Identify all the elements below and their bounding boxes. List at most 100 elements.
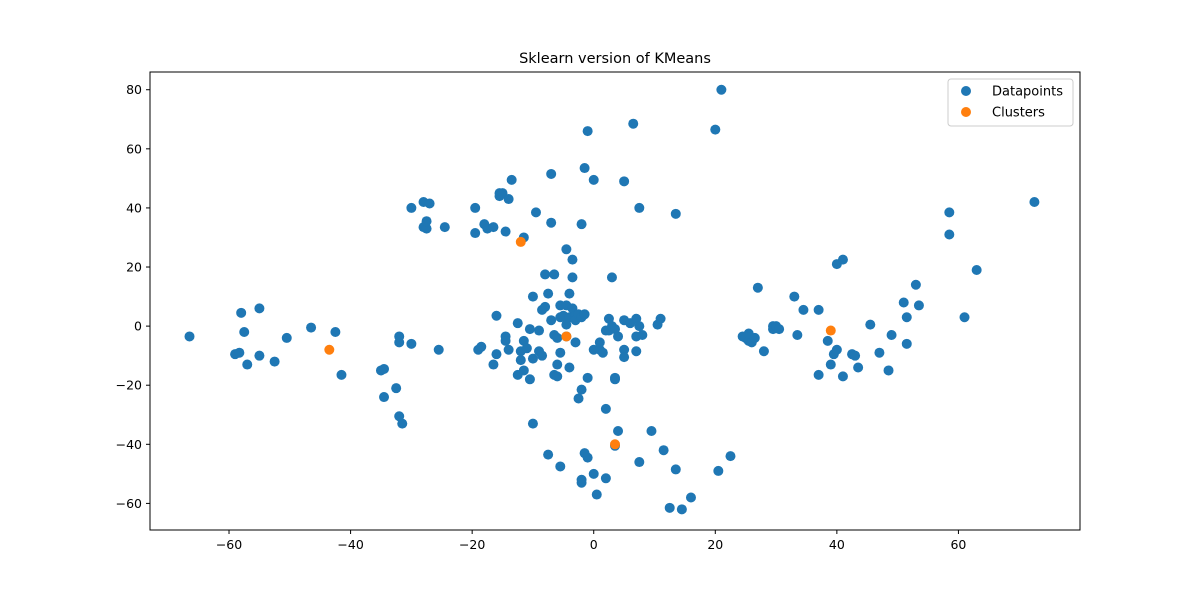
datapoint-marker — [242, 359, 253, 370]
datapoint-marker — [433, 344, 444, 355]
series-clusters — [324, 236, 836, 450]
datapoint-marker — [239, 327, 250, 338]
datapoint-marker — [910, 279, 921, 290]
datapoint-marker — [600, 473, 611, 484]
datapoint-marker — [579, 163, 590, 174]
datapoint-marker — [336, 369, 347, 380]
datapoint-marker — [567, 272, 578, 283]
datapoint-marker — [944, 207, 955, 218]
datapoint-marker — [543, 449, 554, 460]
datapoint-marker — [236, 307, 247, 318]
datapoint-marker — [944, 229, 955, 240]
datapoint-marker — [646, 426, 657, 437]
datapoint-marker — [710, 124, 721, 135]
datapoint-marker — [685, 492, 696, 503]
cluster-center-marker — [561, 331, 572, 342]
datapoint-marker — [959, 312, 970, 323]
datapoint-marker — [549, 269, 560, 280]
datapoint-marker — [883, 365, 894, 376]
datapoint-marker — [254, 350, 265, 361]
y-tick-label: 20 — [126, 260, 142, 275]
datapoint-marker — [619, 344, 630, 355]
datapoint-marker — [631, 346, 642, 357]
y-tick-label: 0 — [134, 319, 142, 334]
datapoint-marker — [552, 371, 563, 382]
datapoint-marker — [613, 426, 624, 437]
datapoint-marker — [658, 445, 669, 456]
datapoint-marker — [637, 329, 648, 340]
datapoint-marker — [518, 365, 529, 376]
datapoint-marker — [421, 216, 432, 227]
datapoint-marker — [716, 84, 727, 95]
datapoint-marker — [524, 324, 535, 335]
datapoint-marker — [491, 310, 502, 321]
datapoint-marker — [546, 315, 557, 326]
datapoint-marker — [628, 118, 639, 129]
legend-marker-datapoints — [961, 86, 971, 96]
datapoint-marker — [837, 371, 848, 382]
datapoint-marker — [394, 331, 405, 342]
datapoint-marker — [488, 222, 499, 233]
datapoint-marker — [424, 198, 435, 209]
datapoint-marker — [576, 384, 587, 395]
datapoint-marker — [527, 418, 538, 429]
datapoint-marker — [439, 222, 450, 233]
datapoint-marker — [582, 452, 593, 463]
datapoint-marker — [234, 347, 245, 358]
datapoint-marker — [613, 331, 624, 342]
datapoint-marker — [476, 341, 487, 352]
legend-label-datapoints: Datapoints — [992, 85, 1063, 100]
chart-title: Sklearn version of KMeans — [519, 51, 711, 67]
datapoint-marker — [798, 304, 809, 315]
x-tick-label: −20 — [459, 537, 485, 552]
datapoint-marker — [774, 324, 785, 335]
datapoint-marker — [865, 319, 876, 330]
datapoint-marker — [591, 489, 602, 500]
datapoint-marker — [470, 202, 481, 213]
datapoint-marker — [655, 313, 666, 324]
datapoint-marker — [886, 329, 897, 340]
legend: Datapoints Clusters — [947, 78, 1074, 127]
datapoint-marker — [406, 202, 417, 213]
datapoint-marker — [515, 355, 526, 366]
datapoint-marker — [825, 359, 836, 370]
datapoint-marker — [634, 202, 645, 213]
datapoint-marker — [521, 343, 532, 354]
datapoint-marker — [664, 502, 675, 513]
datapoint-marker — [576, 477, 587, 488]
datapoint-marker — [470, 228, 481, 239]
datapoint-marker — [600, 403, 611, 414]
y-axis: −60 −40 −20 0 20 40 60 80 — [116, 82, 150, 511]
y-tick-label: −20 — [116, 378, 142, 393]
datapoint-marker — [406, 338, 417, 349]
datapoint-marker — [512, 318, 523, 329]
datapoint-marker — [573, 393, 584, 404]
datapoint-marker — [546, 217, 557, 228]
datapoint-marker — [254, 303, 265, 314]
datapoint-marker — [540, 269, 551, 280]
datapoint-marker — [546, 168, 557, 179]
cluster-center-marker — [515, 236, 526, 247]
datapoint-marker — [527, 353, 538, 364]
datapoint-marker — [901, 338, 912, 349]
datapoint-marker — [552, 332, 563, 343]
datapoint-marker — [619, 176, 630, 187]
datapoint-marker — [391, 383, 402, 394]
datapoint-marker — [281, 332, 292, 343]
datapoint-marker — [713, 465, 724, 476]
datapoint-marker — [555, 347, 566, 358]
datapoint-marker — [822, 335, 833, 346]
series-datapoints — [184, 84, 1040, 515]
datapoint-marker — [576, 219, 587, 230]
datapoint-marker — [503, 194, 514, 205]
datapoint-marker — [582, 372, 593, 383]
datapoint-marker — [500, 335, 511, 346]
datapoint-marker — [561, 244, 572, 255]
datapoint-marker — [564, 288, 575, 299]
datapoint-marker — [606, 272, 617, 283]
datapoint-marker — [588, 468, 599, 479]
datapoint-marker — [597, 347, 608, 358]
x-tick-label: −40 — [337, 537, 363, 552]
datapoint-marker — [752, 282, 763, 293]
